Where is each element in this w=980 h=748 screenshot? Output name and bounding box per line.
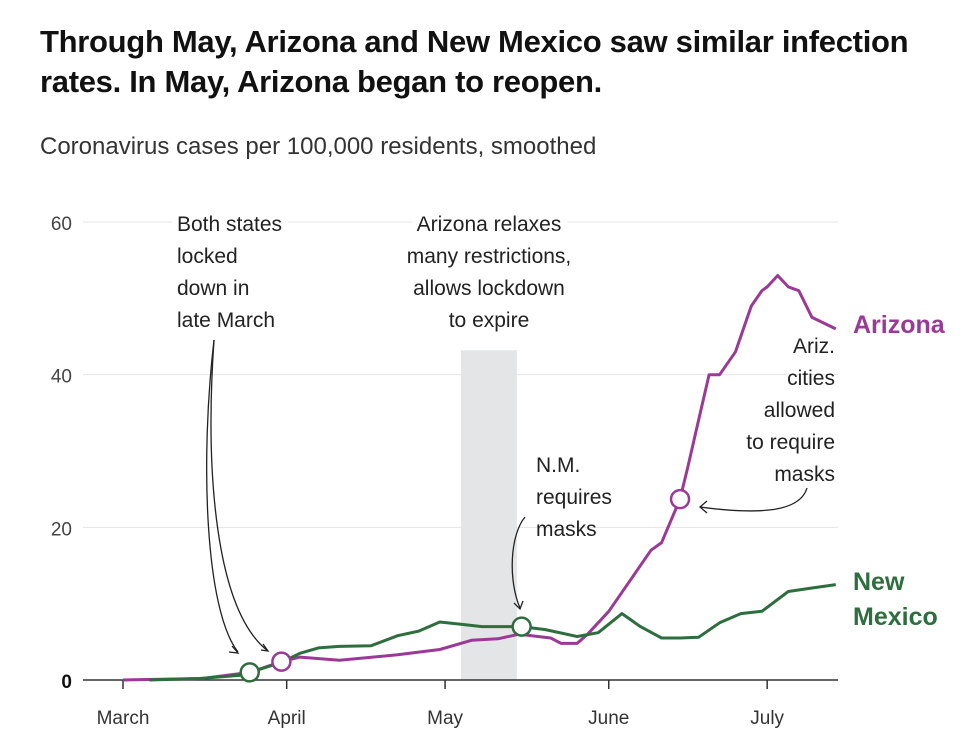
x-tick-label: May [427, 708, 463, 729]
annotation-nm-masks: masks [536, 518, 597, 541]
series-label-new-mexico: Mexico [853, 603, 938, 631]
nm-masks-arrow [511, 516, 526, 609]
series-line-new-mexico [149, 583, 837, 682]
annotation-relax: Arizona relaxes [417, 213, 562, 236]
annotation-az-masks: to require [746, 431, 835, 454]
event-marker [239, 662, 260, 683]
az-masks-arrow [699, 487, 808, 512]
x-tick-label: July [750, 708, 784, 729]
annotation-lockdown: Both states [177, 213, 282, 236]
event-marker [511, 616, 532, 637]
annotation-nm-masks: requires [536, 486, 612, 509]
annotation-lockdown: locked [177, 245, 238, 268]
annotation-relax: to expire [449, 309, 530, 332]
x-tick-label: March [97, 708, 150, 729]
series-line-arizona [122, 274, 837, 682]
chart-subtitle: Coronavirus cases per 100,000 residents,… [40, 133, 597, 160]
lockdown-arrow [206, 339, 239, 653]
annotation-az-masks: Ariz. [793, 335, 835, 358]
x-tick-label: April [268, 708, 306, 729]
reopening-period-band [460, 350, 517, 680]
arrowhead [699, 500, 708, 514]
annotation-lockdown: down in [177, 277, 249, 300]
arrowhead [513, 600, 524, 611]
y-tick-label: 0 [61, 672, 72, 693]
event-marker [669, 488, 691, 510]
lockdown-arrow-2 [210, 339, 269, 652]
annotation-nm-masks: N.M. [536, 454, 580, 477]
series-label-arizona: Arizona [853, 311, 946, 339]
annotation-relax: many restrictions, [407, 245, 572, 268]
annotation-az-masks: masks [774, 463, 835, 486]
chart-title: Through May, Arizona and New Mexico saw … [40, 24, 909, 99]
y-tick-label: 60 [51, 214, 72, 235]
y-tick-label: 40 [51, 367, 72, 388]
arrowhead [228, 645, 240, 654]
y-tick-label: 20 [51, 519, 72, 540]
annotation-relax: allows lockdown [413, 277, 565, 300]
annotation-az-masks: cities [787, 367, 835, 390]
arrowhead [260, 643, 270, 652]
event-marker [271, 651, 292, 672]
x-tick-label: June [588, 708, 629, 729]
annotation-az-masks: allowed [764, 399, 835, 422]
series-label-new-mexico: New [853, 568, 905, 596]
annotation-lockdown: late March [177, 309, 275, 332]
